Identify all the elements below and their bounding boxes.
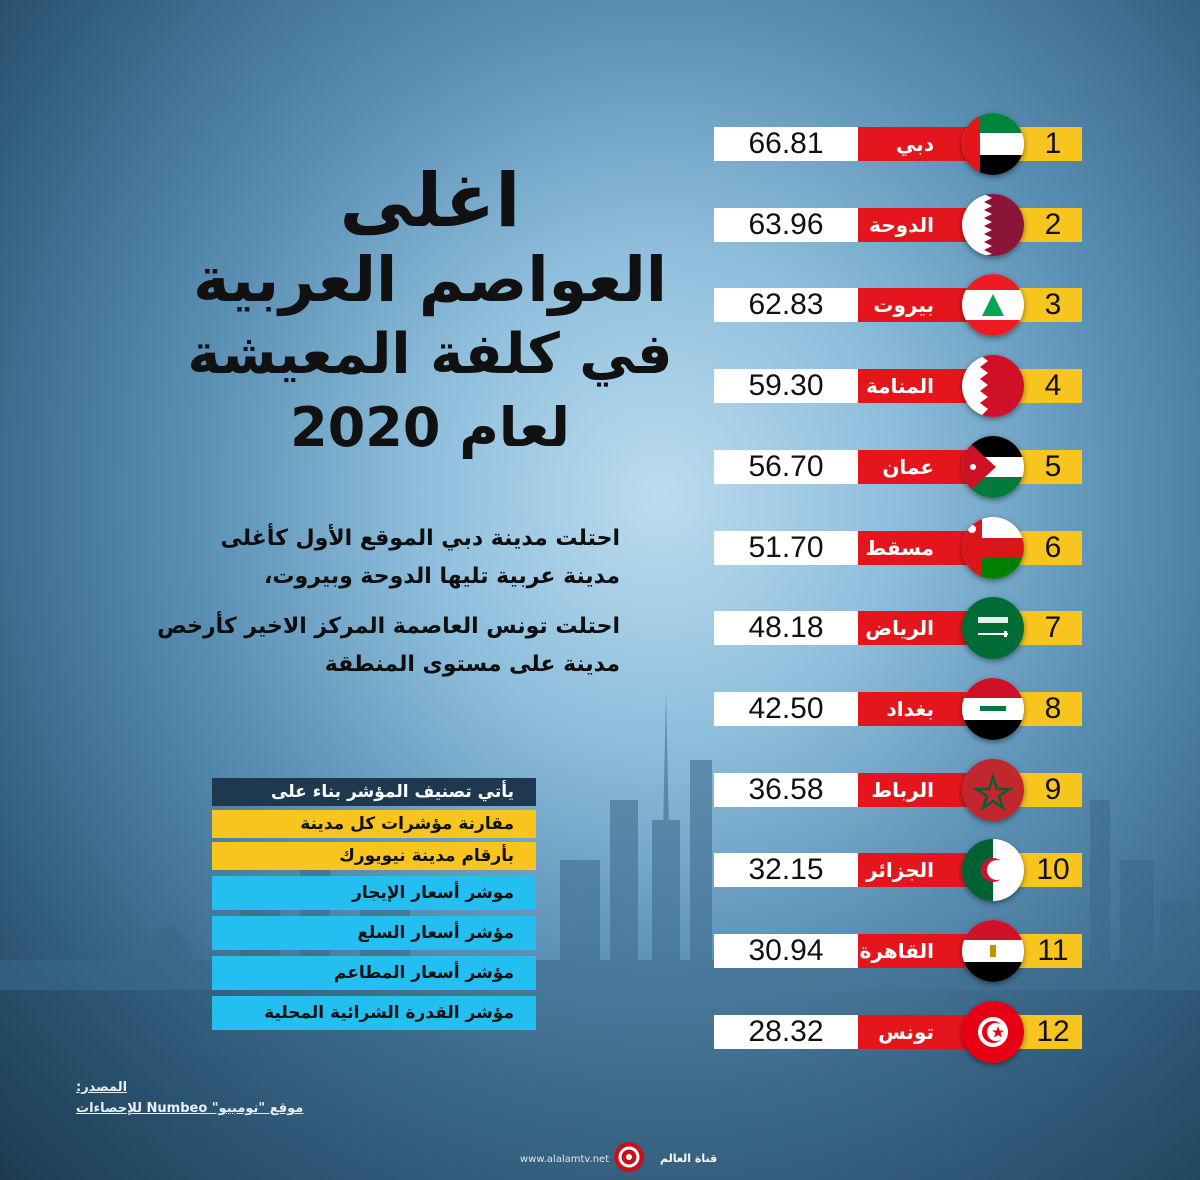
ranking-row: 36.58 الرباط 9 (714, 759, 1082, 821)
ranking-row: 62.83 بيروت 3 (714, 274, 1082, 336)
footer-channel-name: قناة العالم (660, 1152, 718, 1165)
criteria-item: مؤشر أسعار المطاعم (212, 956, 536, 990)
city-name: الرباط (858, 773, 968, 807)
cost-index-value: 48.18 (714, 611, 858, 645)
jordan-flag-icon (962, 436, 1024, 498)
source-label: المصدر: (76, 1080, 128, 1095)
footer-url[interactable]: www.alalamtv.net (520, 1154, 610, 1165)
city-name: مسقط (858, 531, 968, 565)
ranking-row: 66.81 دبي 1 (714, 113, 1082, 175)
cost-index-value: 66.81 (714, 127, 858, 161)
cost-index-value: 62.83 (714, 288, 858, 322)
rank-number: 1 (1014, 127, 1082, 161)
title-line-2: العواصم العربية (192, 243, 668, 316)
egypt-flag-icon (962, 920, 1024, 982)
city-name: الجزائر (858, 853, 968, 887)
city-name: بيروت (858, 288, 968, 322)
city-name: القاهرة (858, 934, 968, 968)
criteria-item: مؤشر القدرة الشرائية المحلية (212, 996, 536, 1030)
rank-number: 2 (1014, 208, 1082, 242)
city-name: دبي (858, 127, 968, 161)
main-title: اغلى العواصم العربية في كلفة المعيشة لعا… (150, 160, 710, 464)
title-line-4: لعام 2020 (290, 396, 570, 459)
rank-number: 6 (1014, 531, 1082, 565)
ranking-row: 56.70 عمان 5 (714, 436, 1082, 498)
rank-number: 11 (1014, 934, 1082, 968)
cost-index-value: 59.30 (714, 369, 858, 403)
rank-number: 3 (1014, 288, 1082, 322)
city-name: المنامة (858, 369, 968, 403)
bahrain-flag-icon (962, 355, 1024, 417)
criteria-box: يأتي تصنيف المؤشر بناء على مقارنة مؤشرات… (212, 778, 536, 1034)
cost-index-value: 63.96 (714, 208, 858, 242)
criteria-item: مؤشر أسعار السلع (212, 916, 536, 950)
rank-number: 10 (1014, 853, 1082, 887)
morocco-flag-icon (962, 759, 1024, 821)
city-name: الرياض (858, 611, 968, 645)
rank-number: 8 (1014, 692, 1082, 726)
saudi-flag-icon (962, 597, 1024, 659)
oman-flag-icon (962, 517, 1024, 579)
cost-index-value: 28.32 (714, 1015, 858, 1049)
rank-number: 12 (1014, 1015, 1082, 1049)
ranking-row: 63.96 الدوحة 2 (714, 194, 1082, 256)
footer-branding: www.alalamtv.net قناة العالم (520, 1140, 730, 1176)
summary-paragraph-2-line-1: احتلت تونس العاصمة المركز الاخير كأرخص (157, 614, 620, 639)
summary-paragraph-2: احتلت تونس العاصمة المركز الاخير كأرخص م… (100, 608, 620, 684)
city-name: تونس (858, 1015, 968, 1049)
ranking-row: 28.32 تونس 12 (714, 1001, 1082, 1063)
source-note: المصدر: موقع "نومبيو" Numbeo للإحصاءات (76, 1080, 303, 1116)
rank-number: 5 (1014, 450, 1082, 484)
rank-number: 4 (1014, 369, 1082, 403)
uae-flag-icon (962, 113, 1024, 175)
criteria-basis-line-1: مقارنة مؤشرات كل مدينة (212, 810, 536, 838)
ranking-row: 48.18 الرياض 7 (714, 597, 1082, 659)
source-text: موقع "نومبيو" Numbeo للإحصاءات (76, 1101, 304, 1116)
rank-number: 9 (1014, 773, 1082, 807)
ranking-row: 51.70 مسقط 6 (714, 517, 1082, 579)
city-name: عمان (858, 450, 968, 484)
cost-index-value: 32.15 (714, 853, 858, 887)
criteria-header: يأتي تصنيف المؤشر بناء على (212, 778, 536, 806)
cost-index-value: 30.94 (714, 934, 858, 968)
qatar-flag-icon (962, 194, 1024, 256)
ranking-row: 32.15 الجزائر 10 (714, 839, 1082, 901)
lebanon-flag-icon (962, 274, 1024, 336)
tunisia-flag-icon (962, 1001, 1024, 1063)
title-line-1: اغلى (339, 158, 521, 244)
algeria-flag-icon (962, 839, 1024, 901)
title-line-3: في كلفة المعيشة (187, 322, 673, 387)
summary-paragraph-1: احتلت مدينة دبي الموقع الأول كأغلى مدينة… (100, 520, 620, 596)
criteria-item: موشر أسعار الإيجار (212, 876, 536, 910)
ranking-row: 42.50 بغداد 8 (714, 678, 1082, 740)
city-name: الدوحة (858, 208, 968, 242)
ranking-row: 30.94 القاهرة 11 (714, 920, 1082, 982)
channel-logo-icon (614, 1142, 644, 1172)
criteria-basis-line-2: بأرقام مدينة نيويورك (212, 842, 536, 870)
cost-index-value: 42.50 (714, 692, 858, 726)
summary-paragraph-1-line-2: مدينة عربية تليها الدوحة وبيروت، (264, 564, 620, 589)
ranking-row: 59.30 المنامة 4 (714, 355, 1082, 417)
iraq-flag-icon (962, 678, 1024, 740)
city-name: بغداد (858, 692, 968, 726)
cost-index-value: 51.70 (714, 531, 858, 565)
rank-number: 7 (1014, 611, 1082, 645)
summary-paragraph-2-line-2: مدينة على مستوى المنطقة (324, 652, 620, 677)
cost-index-value: 56.70 (714, 450, 858, 484)
cost-index-value: 36.58 (714, 773, 858, 807)
summary-paragraph-1-line-1: احتلت مدينة دبي الموقع الأول كأغلى (220, 526, 620, 551)
